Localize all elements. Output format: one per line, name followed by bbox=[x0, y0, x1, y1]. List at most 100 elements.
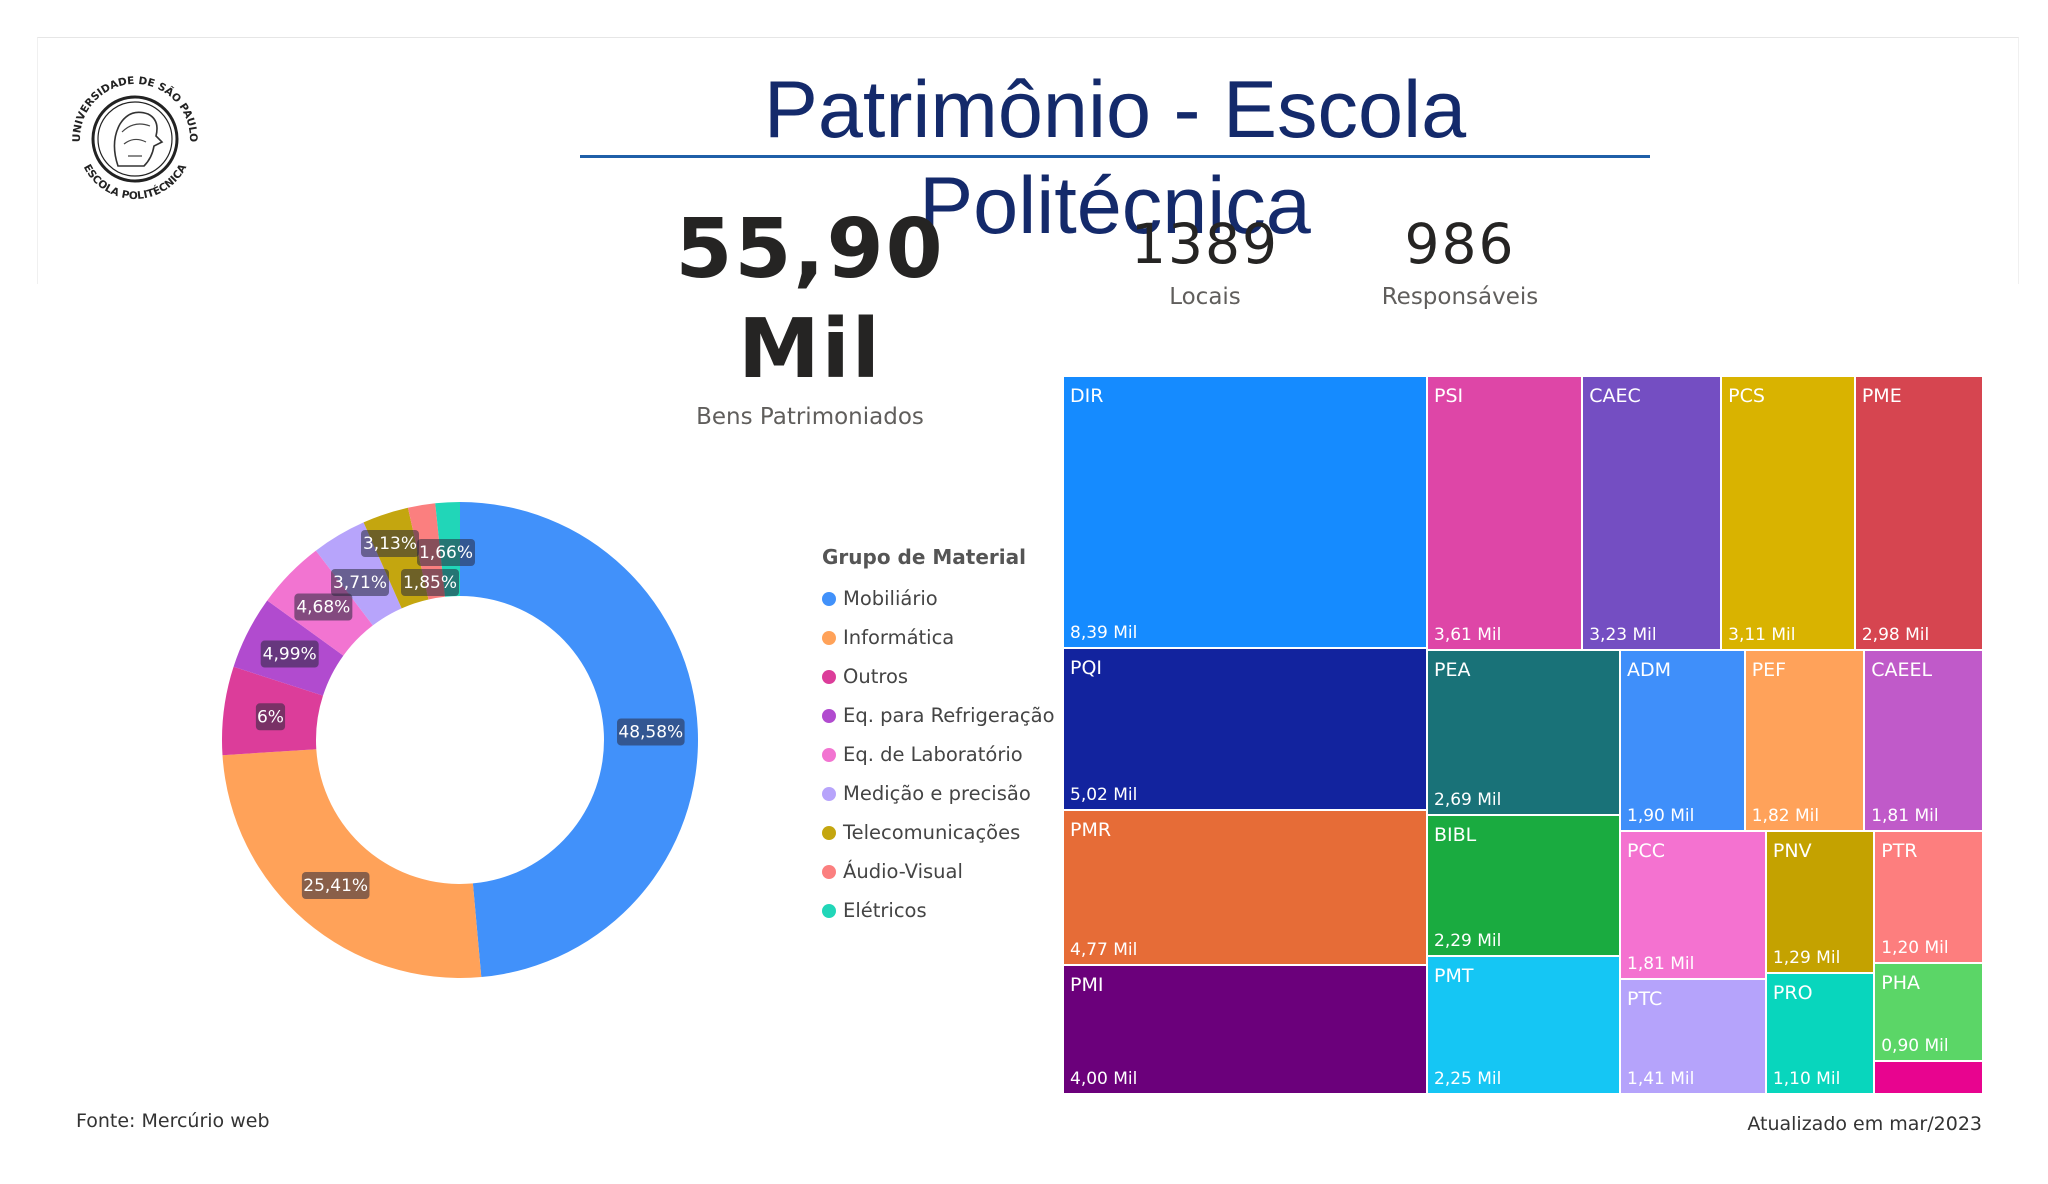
legend-dot bbox=[822, 903, 836, 918]
treemap-tile-pmr[interactable]: PMR 4,77 Mil bbox=[1063, 810, 1427, 965]
kpi-responsaveis: 986 Responsáveis bbox=[1370, 210, 1550, 310]
treemap-tile-pcs[interactable]: PCS 3,11 Mil bbox=[1721, 376, 1855, 650]
treemap-tile-value: 1,90 Mil bbox=[1627, 806, 1695, 826]
treemap-tile-value: 3,23 Mil bbox=[1589, 625, 1657, 645]
logo-text-top: UNIVERSIDADE DE SÃO PAULO bbox=[71, 75, 199, 142]
legend-item-medicao-e-precisao[interactable]: Medição e precisão bbox=[822, 774, 1055, 813]
treemap-tile-name: PRO bbox=[1772, 981, 1813, 1004]
legend-dot bbox=[822, 825, 836, 840]
legend-label: Eq. de Laboratório bbox=[843, 743, 1023, 766]
donut-label-mobiliario: 48,58% bbox=[617, 718, 685, 746]
donut-label-telecomunicacoes: 3,13% bbox=[361, 530, 419, 557]
treemap-tile-pro[interactable]: PRO 1,10 Mil bbox=[1765, 972, 1875, 1094]
treemap-tile-pea[interactable]: PEA 2,69 Mil bbox=[1427, 650, 1620, 816]
treemap-tile-name: PNV bbox=[1772, 840, 1812, 862]
treemap-tile-name: PHA bbox=[1881, 971, 1920, 994]
legend-item-eletricos[interactable]: Elétricos bbox=[822, 891, 1055, 930]
treemap-tile-adm[interactable]: ADM 1,90 Mil bbox=[1620, 650, 1745, 831]
treemap-tile-value: 4,00 Mil bbox=[1070, 1068, 1138, 1089]
treemap-tile-value: 2,29 Mil bbox=[1434, 930, 1502, 951]
usp-poli-logo: UNIVERSIDADE DE SÃO PAULO ESCOLA POLITÉC… bbox=[71, 75, 199, 202]
treemap-tile-value: 1,29 Mil bbox=[1772, 947, 1841, 968]
treemap-tile-pha[interactable]: PHA 0,90 Mil bbox=[1874, 962, 1983, 1062]
donut-label-informatica: 25,41% bbox=[301, 872, 370, 900]
legend-dot bbox=[822, 747, 836, 762]
legend-dot bbox=[822, 864, 836, 879]
treemap-tile-value: 5,02 Mil bbox=[1070, 785, 1138, 806]
treemap-tile-name: PME bbox=[1861, 385, 1902, 407]
donut-legend: Grupo de Material Mobiliário Informática O… bbox=[822, 545, 1055, 930]
legend-label: Áudio-Visual bbox=[843, 860, 963, 883]
svg-text:1,66%: 1,66% bbox=[419, 543, 473, 563]
legend-label: Outros bbox=[843, 665, 909, 688]
treemap-tile-dir[interactable]: DIR 8,39 Mil bbox=[1063, 376, 1427, 648]
kpi-responsaveis-label: Responsáveis bbox=[1381, 284, 1539, 310]
legend-label: Telecomunicações bbox=[843, 821, 1021, 844]
svg-text:25,41%: 25,41% bbox=[303, 876, 368, 896]
legend-item-audio-visual[interactable]: Áudio-Visual bbox=[822, 852, 1055, 891]
treemap-tile-value: 2,69 Mil bbox=[1434, 790, 1502, 811]
treemap-tile-pef[interactable]: PEF 1,82 Mil bbox=[1744, 650, 1865, 831]
treemap-tile-value: 1,81 Mil bbox=[1627, 953, 1695, 974]
treemap-tile-ptc[interactable]: PTC 1,41 Mil bbox=[1620, 978, 1766, 1094]
legend-label: Elétricos bbox=[843, 899, 927, 922]
svg-text:UNIVERSIDADE DE SÃO PAULO: UNIVERSIDADE DE SÃO PAULO bbox=[71, 75, 199, 142]
treemap-tile-name: PTR bbox=[1881, 840, 1918, 862]
treemap-tile-name: PMT bbox=[1434, 964, 1474, 987]
treemap-tile-pqi[interactable]: PQI 5,02 Mil bbox=[1063, 647, 1427, 811]
legend-item-eq-para-refrigeracao[interactable]: Eq. para Refrigeração bbox=[822, 696, 1055, 735]
treemap-tile-caeel[interactable]: CAEEL 1,81 Mil bbox=[1864, 650, 1983, 831]
treemap-tile-pme[interactable]: PME 2,98 Mil bbox=[1854, 376, 1983, 650]
legend-item-outros[interactable]: Outros bbox=[822, 657, 1055, 696]
legend-label: Informática bbox=[843, 626, 955, 649]
svg-text:3,13%: 3,13% bbox=[363, 534, 417, 554]
treemap-tile-value: 8,39 Mil bbox=[1070, 622, 1138, 643]
treemap-tile-value: 1,81 Mil bbox=[1871, 806, 1939, 826]
donut-slice-mobiliario[interactable] bbox=[460, 502, 699, 978]
page-title: Patrimônio - Escola Politécnica bbox=[763, 65, 1467, 251]
legend-dot bbox=[822, 669, 836, 684]
treemap-tile-value: 1,10 Mil bbox=[1772, 1068, 1841, 1089]
treemap-tile-value: 3,61 Mil bbox=[1434, 625, 1502, 645]
treemap-tile-value: 2,25 Mil bbox=[1434, 1068, 1502, 1089]
kpi-responsaveis-value: 986 bbox=[1404, 212, 1516, 276]
kpi-bens-value: 55,90 Mil bbox=[675, 202, 945, 397]
donut-label-audio-visual: 1,85% bbox=[401, 569, 459, 596]
treemap-tile-psi[interactable]: PSI 3,61 Mil bbox=[1427, 376, 1583, 650]
treemap-tile-value: 1,41 Mil bbox=[1627, 1068, 1695, 1089]
source-note: Fonte: Mercúrio web bbox=[76, 1110, 270, 1132]
legend-title: Grupo de Material bbox=[822, 545, 1026, 569]
treemap-tile-bibl[interactable]: BIBL 2,29 Mil bbox=[1427, 815, 1620, 956]
legend-item-telecomunicacoes[interactable]: Telecomunicações bbox=[822, 813, 1055, 852]
svg-text:48,58%: 48,58% bbox=[618, 722, 683, 742]
treemap-tile-caec[interactable]: CAEC 3,23 Mil bbox=[1582, 376, 1722, 650]
treemap-tile-pmt[interactable]: PMT 2,25 Mil bbox=[1427, 955, 1620, 1094]
treemap-tile-value: 2,98 Mil bbox=[1861, 625, 1930, 645]
kpi-locais-value: 1389 bbox=[1131, 212, 1279, 276]
donut-chart[interactable]: 48,58% 25,41% 6% 4,99% 4,68% 3,71% 3,13% 1,85% 1… bbox=[200, 480, 720, 1000]
treemap-tile-name: PSI bbox=[1434, 385, 1464, 407]
treemap-tile-ptr[interactable]: PTR 1,20 Mil bbox=[1874, 831, 1983, 963]
legend-item-mobiliario[interactable]: Mobiliário bbox=[822, 579, 1055, 618]
legend-dot bbox=[822, 708, 836, 723]
svg-text:6%: 6% bbox=[257, 707, 284, 727]
treemap-tile-unlabeled[interactable] bbox=[1874, 1061, 1983, 1094]
treemap-tile-pmi[interactable]: PMI 4,00 Mil bbox=[1063, 964, 1427, 1094]
donut-label-outros: 6% bbox=[255, 703, 286, 731]
svg-text:4,68%: 4,68% bbox=[296, 598, 350, 618]
treemap-tile-name: PQI bbox=[1070, 656, 1103, 679]
legend-label: Medição e precisão bbox=[843, 782, 1031, 805]
treemap-tile-pnv[interactable]: PNV 1,29 Mil bbox=[1765, 831, 1875, 973]
donut-slice-informatica[interactable] bbox=[222, 749, 482, 978]
legend-item-eq-de-laboratorio[interactable]: Eq. de Laboratório bbox=[822, 735, 1055, 774]
treemap-tile-name: PMR bbox=[1070, 819, 1112, 842]
treemap-tile-pcc[interactable]: PCC 1,81 Mil bbox=[1620, 831, 1766, 979]
legend-dot bbox=[822, 786, 836, 801]
treemap-tile-name: PMI bbox=[1070, 973, 1104, 996]
treemap-tile-name: PCC bbox=[1627, 840, 1665, 862]
legend-item-informatica[interactable]: Informática bbox=[822, 618, 1055, 657]
treemap-tile-name: DIR bbox=[1070, 385, 1104, 407]
treemap-tile-name: CAEEL bbox=[1871, 659, 1933, 681]
header-frame bbox=[37, 37, 2019, 284]
donut-label-eletricos: 1,66% bbox=[417, 539, 475, 566]
